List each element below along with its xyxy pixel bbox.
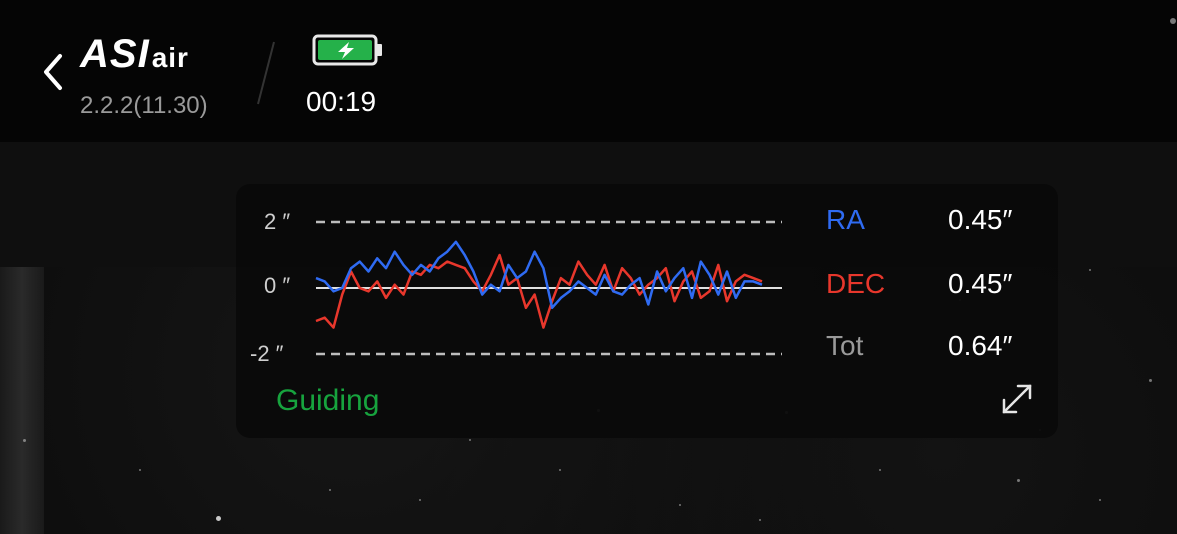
guiding-status: Guiding <box>276 384 380 417</box>
star <box>469 439 471 441</box>
star <box>679 504 681 506</box>
battery-charging-icon <box>312 34 382 66</box>
star <box>329 489 331 491</box>
star <box>215 515 221 521</box>
y-label-top: 2 ″ <box>264 209 291 234</box>
star <box>1089 269 1091 271</box>
version-label: 2.2.2(11.30) <box>80 92 208 119</box>
ra-label: RA <box>826 204 865 235</box>
logo-sub-text: air <box>151 42 189 73</box>
ra-value: 0.45″ <box>948 204 1013 235</box>
star <box>759 519 761 521</box>
star <box>879 469 881 471</box>
star <box>419 499 421 501</box>
status-dot <box>1170 18 1176 24</box>
tot-label: Tot <box>826 330 864 361</box>
image-edge-strip <box>0 267 44 534</box>
chevron-left-icon[interactable] <box>38 50 68 94</box>
star <box>139 469 141 471</box>
header-divider <box>257 41 275 105</box>
star <box>1016 478 1020 482</box>
y-label-zero: 0 ″ <box>264 273 291 298</box>
star <box>559 469 561 471</box>
guide-graph <box>315 220 782 356</box>
y-label-bottom: -2 ″ <box>250 341 284 366</box>
dec-value: 0.45″ <box>948 268 1013 299</box>
expand-icon[interactable] <box>998 380 1036 418</box>
dec-series-line <box>315 253 763 329</box>
logo-main-text: ASI <box>80 32 150 76</box>
dec-label: DEC <box>826 268 886 299</box>
tot-value: 0.64″ <box>948 330 1013 361</box>
guide-graph-panel <box>236 184 1058 438</box>
ra-series-line <box>315 240 763 310</box>
star <box>1099 499 1101 501</box>
app-logo: ASIair <box>80 32 189 77</box>
star <box>22 438 26 442</box>
top-bar <box>0 0 1177 142</box>
star <box>1148 378 1152 382</box>
elapsed-time: 00:19 <box>306 86 377 117</box>
